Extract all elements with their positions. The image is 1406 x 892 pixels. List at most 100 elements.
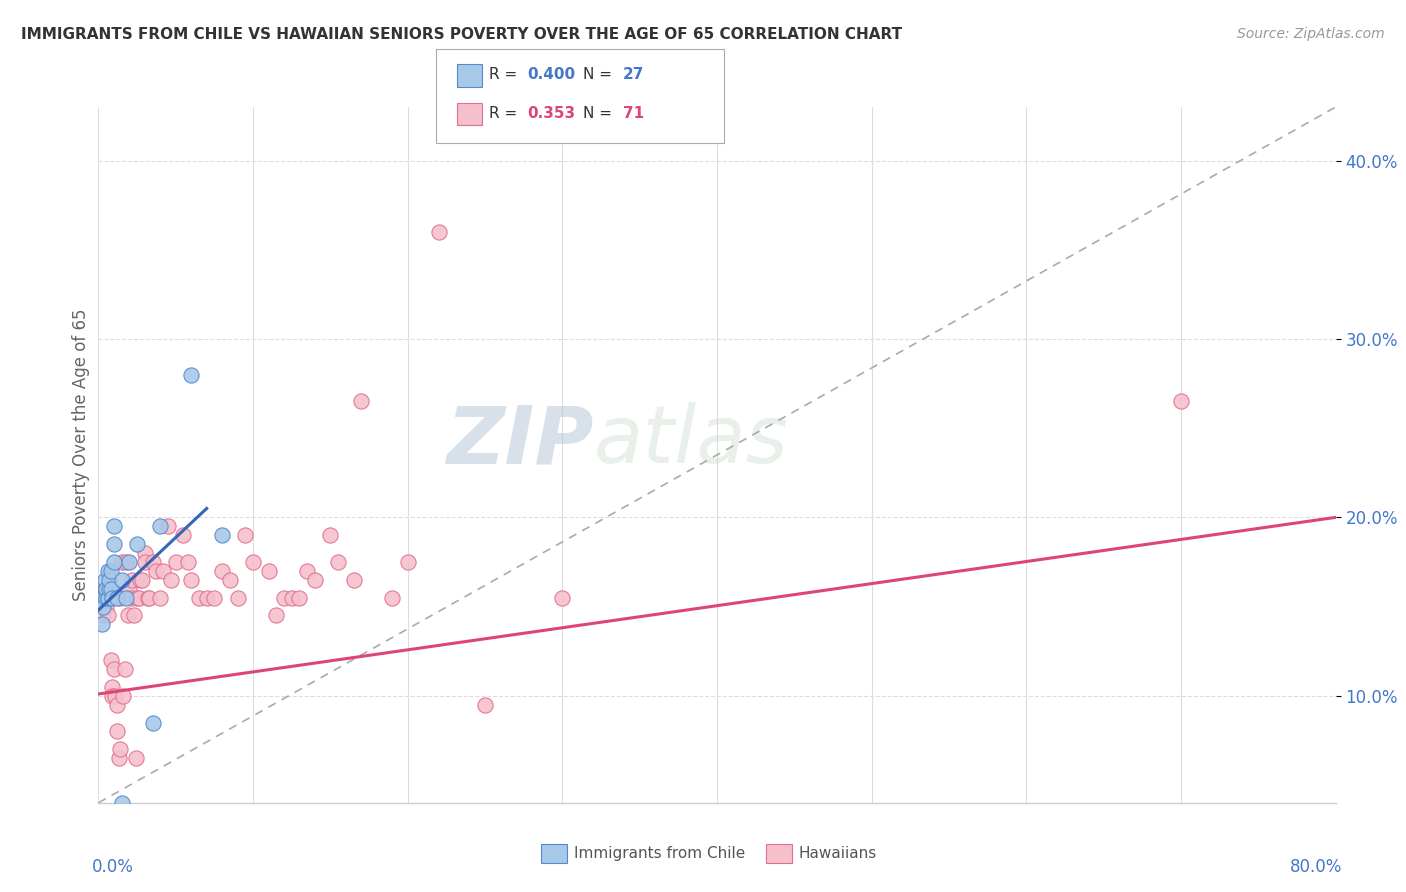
Point (97, 608, 120, 623)
Point (127, 591, 149, 605)
Point (177, 555, 200, 569)
Point (103, 662, 125, 676)
Text: 0.0%: 0.0% (93, 858, 134, 877)
Text: 0.353: 0.353 (527, 106, 575, 120)
Point (122, 608, 145, 623)
Point (141, 555, 165, 569)
Text: atlas: atlas (593, 402, 789, 480)
Point (111, 573, 132, 587)
Point (97, 564, 120, 578)
Point (112, 689, 135, 703)
Point (98, 573, 121, 587)
Point (226, 591, 249, 605)
Point (195, 591, 218, 605)
Point (98, 582, 121, 596)
Point (172, 528, 194, 542)
Text: R =: R = (489, 68, 523, 82)
Text: 71: 71 (623, 106, 644, 120)
Text: 27: 27 (623, 68, 644, 82)
Point (118, 582, 141, 596)
Point (145, 564, 167, 578)
Point (118, 555, 141, 569)
Point (103, 519, 125, 533)
Point (100, 653, 122, 667)
Point (96, 591, 118, 605)
Point (114, 662, 136, 676)
Point (149, 591, 172, 605)
Point (165, 555, 187, 569)
Point (152, 564, 174, 578)
Point (233, 528, 257, 542)
Point (242, 555, 264, 569)
Point (319, 528, 342, 542)
Point (115, 555, 138, 569)
Point (157, 519, 180, 533)
Point (124, 751, 146, 765)
Point (264, 608, 288, 623)
Point (93, 582, 115, 596)
Point (111, 796, 132, 810)
Text: Immigrants from Chile: Immigrants from Chile (574, 847, 745, 861)
Point (343, 573, 366, 587)
Point (551, 591, 574, 605)
Point (304, 573, 326, 587)
Point (101, 591, 124, 605)
Point (96, 582, 118, 596)
Point (117, 608, 139, 623)
Point (141, 715, 165, 730)
Point (160, 573, 183, 587)
Point (136, 591, 159, 605)
Point (219, 573, 242, 587)
Point (93, 573, 115, 587)
Point (297, 564, 319, 578)
Point (204, 591, 226, 605)
Point (89, 591, 111, 605)
Point (115, 591, 138, 605)
Point (273, 591, 295, 605)
Point (288, 591, 311, 605)
Point (104, 689, 127, 703)
Y-axis label: Seniors Poverty Over the Age of 65: Seniors Poverty Over the Age of 65 (72, 309, 90, 601)
Point (180, 573, 202, 587)
Point (101, 680, 124, 694)
Point (100, 582, 122, 596)
Point (103, 537, 125, 551)
Point (111, 555, 132, 569)
Point (98, 591, 121, 605)
Point (381, 591, 404, 605)
Text: 0.400: 0.400 (527, 68, 575, 82)
Point (149, 519, 172, 533)
Point (93, 591, 115, 605)
Point (211, 528, 233, 542)
Point (128, 591, 150, 605)
Text: Source: ZipAtlas.com: Source: ZipAtlas.com (1237, 27, 1385, 41)
Point (105, 698, 128, 712)
Point (131, 573, 153, 587)
Point (103, 555, 125, 569)
Text: IMMIGRANTS FROM CHILE VS HAWAIIAN SENIORS POVERTY OVER THE AGE OF 65 CORRELATION: IMMIGRANTS FROM CHILE VS HAWAIIAN SENIOR… (21, 27, 903, 42)
Point (96, 582, 118, 596)
Point (107, 751, 129, 765)
Point (326, 555, 350, 569)
Point (98, 582, 121, 596)
Point (129, 573, 152, 587)
Point (108, 591, 131, 605)
Point (188, 591, 211, 605)
Point (105, 591, 128, 605)
Point (91, 608, 114, 623)
Point (108, 742, 131, 756)
Point (281, 591, 304, 605)
Point (96, 599, 118, 614)
Point (138, 591, 160, 605)
Text: ZIP: ZIP (446, 402, 593, 480)
Point (120, 591, 142, 605)
Point (350, 394, 373, 409)
Point (127, 537, 149, 551)
Text: Hawaiians: Hawaiians (799, 847, 877, 861)
Text: R =: R = (489, 106, 523, 120)
Point (257, 564, 280, 578)
Text: N =: N = (583, 106, 617, 120)
Point (180, 368, 202, 382)
Point (121, 573, 143, 587)
Point (97, 591, 120, 605)
